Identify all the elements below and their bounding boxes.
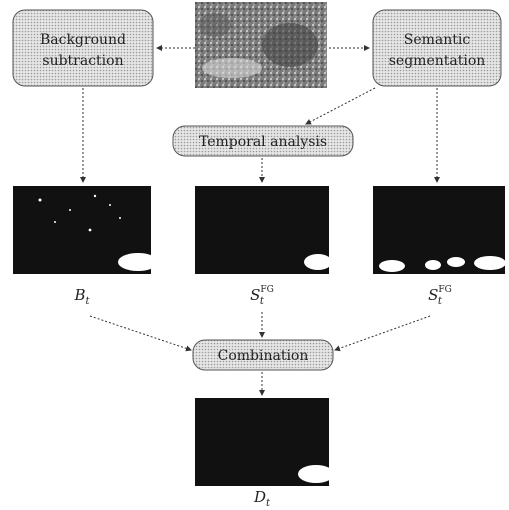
svg-text:Bt: Bt — [73, 286, 90, 307]
combination-label: Combination — [218, 348, 309, 364]
semantic-segmentation-label-line2: segmentation — [389, 53, 486, 69]
mask-st-fg-temporal — [195, 186, 332, 274]
svg-text:SFGt: SFGt — [250, 285, 274, 307]
mask-st-fg-temporal-label: SFGt — [250, 285, 274, 307]
semantic-segmentation-label-line1: Semantic — [404, 32, 471, 48]
arrow-bt-to-combination — [90, 316, 191, 350]
mask-bt — [13, 186, 158, 274]
background-subtraction-label-line1: Background — [40, 32, 126, 48]
background-subtraction-box: Background subtraction — [13, 10, 153, 86]
temporal-analysis-box: Temporal analysis — [173, 126, 353, 156]
combination-box: Combination — [193, 340, 333, 370]
mask-dt-label: Dt — [253, 488, 271, 509]
mask-bt-label: Bt — [73, 286, 90, 307]
svg-text:SFGt: SFGt — [428, 285, 452, 307]
semantic-segmentation-box: Semantic segmentation — [373, 10, 501, 86]
arrow-st-semantic-to-combination — [335, 316, 430, 350]
temporal-analysis-label: Temporal analysis — [199, 134, 327, 150]
mask-st-fg-semantic — [373, 186, 506, 274]
mask-dt — [195, 398, 334, 486]
arrow-semantic-segmentation-to-temporal-analysis — [306, 88, 375, 124]
background-subtraction-label-line2: subtraction — [42, 53, 123, 69]
svg-text:Dt: Dt — [253, 488, 271, 509]
mask-st-fg-semantic-label: SFGt — [428, 285, 452, 307]
input-frame — [195, 2, 327, 88]
